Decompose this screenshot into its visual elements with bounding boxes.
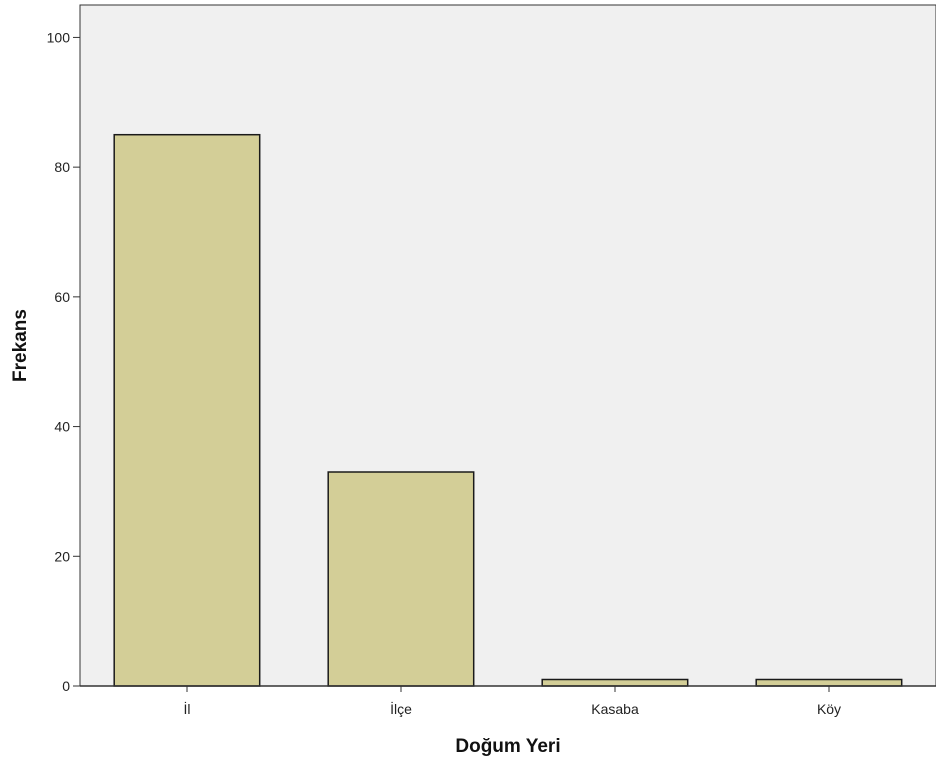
y-axis-title: Frekans [10, 309, 31, 382]
x-axis-title: Doğum Yeri [455, 736, 560, 757]
bar-1 [113, 133, 261, 687]
x-axis-ticks: İl İlçe Kasaba Köy [184, 686, 841, 717]
bar-4 [755, 678, 903, 687]
x-tick-label: İlçe [390, 700, 412, 717]
x-tick-label: Kasaba [591, 701, 639, 717]
y-tick-label: 0 [62, 678, 70, 694]
y-tick-label: 100 [47, 29, 71, 45]
bar-2 [327, 471, 475, 687]
y-tick-label: 40 [54, 419, 70, 435]
y-axis-ticks: 0 20 40 60 80 100 [47, 29, 80, 694]
bar-3 [541, 678, 689, 687]
x-tick-label: İl [184, 700, 191, 717]
y-tick-label: 20 [54, 548, 70, 564]
y-tick-label: 60 [54, 289, 70, 305]
x-tick-label: Köy [817, 701, 841, 717]
y-tick-label: 80 [54, 159, 70, 175]
